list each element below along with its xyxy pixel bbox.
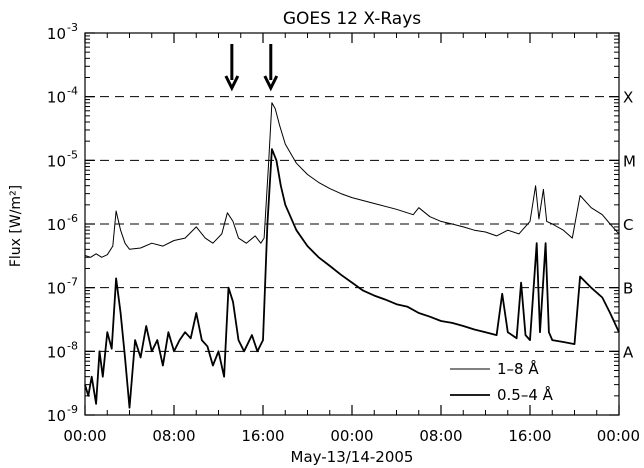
x-axis-label: May-13/14-2005 <box>291 448 414 466</box>
y-tick-exponent: -6 <box>67 212 78 225</box>
x-tick-label: 00:00 <box>330 427 373 445</box>
y-tick-label: 10 <box>47 407 66 425</box>
y-tick-exponent: -9 <box>67 403 78 416</box>
legend-label-1: 1–8 Å <box>497 359 539 378</box>
x-tick-label: 16:00 <box>241 427 284 445</box>
y-tick-label: 10 <box>47 216 66 234</box>
axes: 10-910-810-710-610-510-410 -300:00 08:00 16… <box>47 21 640 445</box>
class-level-label: M <box>623 152 636 170</box>
y-tick-label: 10 <box>47 343 66 361</box>
y-axis-label: Flux [W/m²] <box>8 185 24 267</box>
class-level-label: A <box>623 343 634 361</box>
legend-label-2: 0.5–4 Å <box>497 385 554 404</box>
class-level-label: B <box>623 280 633 298</box>
y-tick-exponent: -5 <box>67 148 78 161</box>
y-tick-label: 10 <box>47 280 66 298</box>
class-level-label: C <box>623 216 633 234</box>
x-tick-label: 00:00 <box>63 427 106 445</box>
chart-title: GOES 12 X-Rays <box>283 9 421 29</box>
x-tick-label: 08:00 <box>152 427 195 445</box>
x-tick-label: 00:00 <box>597 427 640 445</box>
y-tick-exponent: -3 <box>67 21 78 34</box>
x-tick-label: 08:00 <box>419 427 462 445</box>
y-tick-exponent: -7 <box>67 276 78 289</box>
x-tick-label: 16:00 <box>508 427 551 445</box>
event-arrows <box>226 44 277 88</box>
y-tick-label: 10 <box>47 89 66 107</box>
y-tick-label: 10 <box>47 152 66 170</box>
series-line-2 <box>85 149 619 408</box>
legend: 1–8 Å 0.5–4 Å <box>450 359 554 404</box>
y-tick-exponent: -8 <box>67 339 78 352</box>
series-line-1 <box>85 103 619 257</box>
y-tick-label: 10 <box>47 25 66 43</box>
class-level-label: X <box>623 89 633 107</box>
y-tick-exponent: -4 <box>67 85 78 98</box>
data-series <box>85 103 619 408</box>
